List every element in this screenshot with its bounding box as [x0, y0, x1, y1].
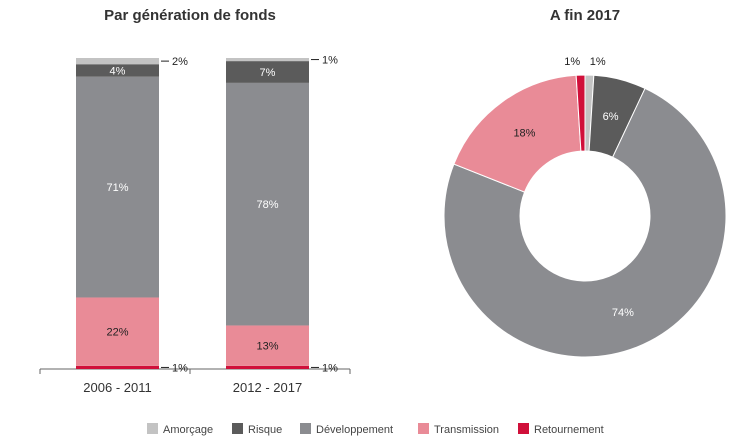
donut-data-label: 6% — [603, 111, 619, 123]
legend-label: Développement — [316, 424, 393, 436]
bar-segment-amorçage — [76, 58, 159, 65]
x-tick-label: 2012 - 2017 — [233, 380, 302, 395]
bar-data-label: 78% — [256, 199, 278, 211]
legend-swatch — [518, 423, 529, 434]
legend-swatch — [418, 423, 429, 434]
x-tick-label: 2006 - 2011 — [83, 380, 151, 395]
bar-data-label: 13% — [256, 341, 278, 353]
bar-data-label: 7% — [260, 67, 276, 79]
donut-data-label: 74% — [612, 307, 634, 319]
bar-segment-retournement — [76, 365, 159, 369]
bar-segment-retournement — [226, 365, 309, 369]
legend-label: Transmission — [434, 424, 499, 436]
bar-data-label: 71% — [106, 182, 128, 194]
bar-data-label: 2% — [172, 56, 188, 68]
bar-segment-développement — [226, 82, 309, 326]
legend-swatch — [147, 423, 158, 434]
legend-swatch — [300, 423, 311, 434]
bar-data-label: 1% — [322, 362, 338, 374]
donut-slice-transmission — [453, 74, 582, 193]
donut-chart-title: A fin 2017 — [550, 7, 620, 24]
bar-segment-risque — [76, 64, 159, 77]
donut-data-label: 1% — [564, 56, 580, 68]
legend-swatch — [232, 423, 243, 434]
bar-chart-title: Par génération de fonds — [104, 7, 276, 24]
bar-data-label: 22% — [106, 327, 128, 339]
donut-data-label: 18% — [513, 128, 535, 140]
legend-label: Amorçage — [163, 424, 213, 436]
bar-data-label: 1% — [322, 55, 338, 67]
bar-data-label: 1% — [172, 362, 188, 374]
bar-segment-risque — [226, 61, 309, 83]
bar-segment-développement — [76, 76, 159, 298]
bar-segment-transmission — [76, 297, 159, 366]
bar-segment-transmission — [226, 325, 309, 366]
bar-segment-amorçage — [226, 58, 309, 62]
bar-data-label: 4% — [110, 65, 126, 77]
donut-slice-retournement — [575, 74, 586, 152]
legend-label: Retournement — [534, 424, 604, 436]
donut-slice-développement — [443, 87, 727, 358]
legend-label: Risque — [248, 424, 282, 436]
donut-data-label: 1% — [590, 56, 606, 68]
